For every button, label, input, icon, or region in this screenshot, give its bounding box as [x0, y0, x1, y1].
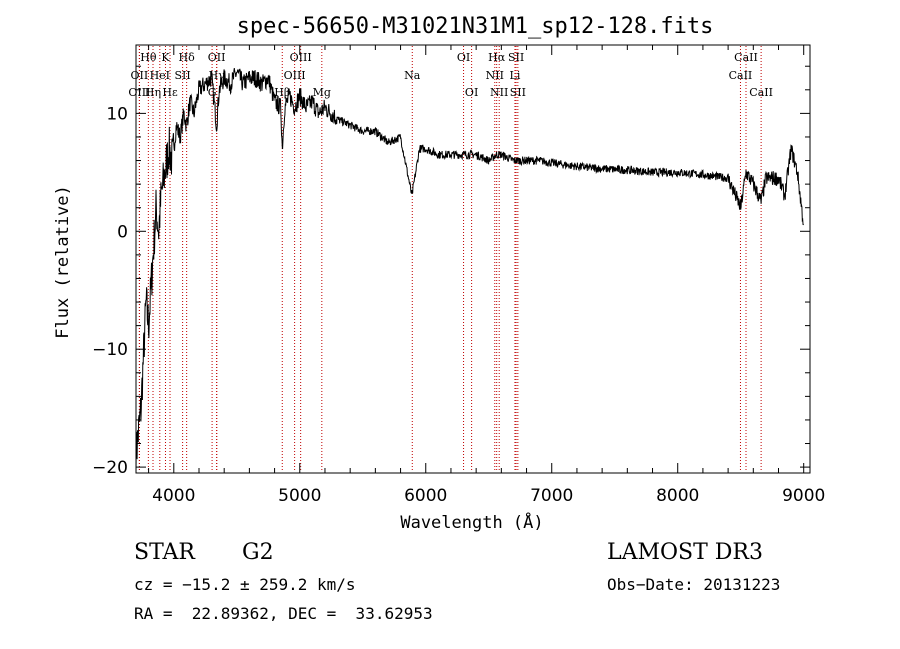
coordinates: RA = 22.89362, DEC = 33.62953	[134, 604, 433, 623]
x-tick-label: 7000	[530, 486, 573, 506]
object-class: STAR	[134, 540, 195, 565]
line-marker-label: Na	[404, 69, 421, 82]
line-marker-label: SII	[174, 69, 190, 82]
line-marker-label: Hε	[162, 86, 178, 99]
line-marker-label: Hη	[145, 86, 161, 99]
x-tick-label: 6000	[404, 486, 447, 506]
x-tick-label: 9000	[782, 486, 825, 506]
x-axis-label: Wavelength (Å)	[400, 511, 543, 533]
line-marker-label: Hβ	[274, 86, 290, 99]
line-marker-label: NII	[490, 86, 508, 99]
x-tick-label: 8000	[656, 486, 699, 506]
plot-frame	[135, 44, 811, 474]
line-marker-label: Hδ	[179, 51, 196, 64]
line-marker-label: NII	[486, 69, 504, 82]
x-tick-label: 4000	[152, 486, 195, 506]
line-marker-label: K	[161, 51, 170, 64]
line-marker-label: HeI	[150, 69, 170, 82]
spectrum-line	[135, 68, 804, 474]
line-marker-label: CaII	[734, 51, 758, 64]
line-marker-label: OIII	[284, 69, 306, 82]
y-tick-label: 0	[117, 222, 128, 242]
line-marker-label: OIII	[128, 86, 150, 99]
y-tick-label: −10	[92, 340, 128, 360]
y-tick-label: −20	[92, 458, 128, 478]
line-marker-label: Hθ	[140, 51, 157, 64]
x-tick-label: 5000	[278, 486, 321, 506]
line-marker-label: OII	[131, 69, 149, 82]
y-tick-label: 10	[106, 104, 128, 124]
line-marker-label: G	[208, 86, 217, 99]
line-marker-label: CaII	[749, 86, 773, 99]
line-marker-label: OIII	[290, 51, 312, 64]
line-marker-label: OII	[208, 51, 226, 64]
chart-title: spec-56650-M31021N31M1_sp12-128.fits	[237, 14, 714, 39]
survey-name: LAMOST DR3	[607, 540, 763, 565]
line-marker-label: SII	[510, 86, 526, 99]
line-marker-label: OI	[465, 86, 478, 99]
line-marker-label: Li	[510, 69, 521, 82]
line-marker-label: Mg	[313, 86, 331, 99]
line-marker-label: SII	[508, 51, 524, 64]
line-marker-label: OI	[457, 51, 470, 64]
y-axis-label: Flux (relative)	[53, 185, 73, 339]
line-marker-label: CaII	[729, 69, 753, 82]
subclass: G2	[242, 540, 274, 565]
line-marker-label: Hα	[488, 51, 506, 64]
redshift-velocity: cz = −15.2 ± 259.2 km/s	[134, 575, 356, 594]
observation-date: Obs−Date: 20131223	[607, 575, 781, 594]
